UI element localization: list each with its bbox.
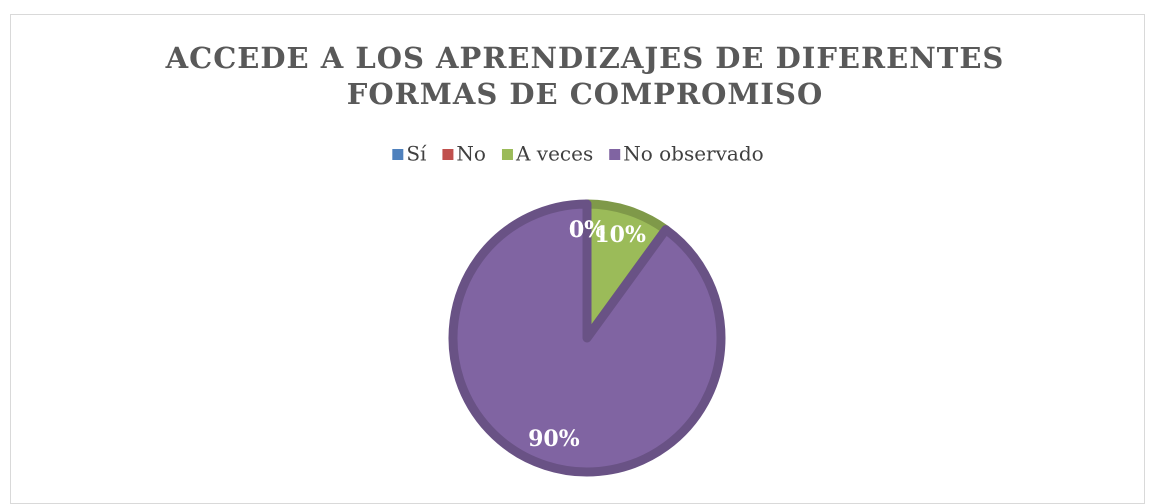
legend-swatch xyxy=(392,149,404,160)
legend-label: A veces xyxy=(515,142,593,166)
legend-swatch xyxy=(442,149,454,160)
legend-swatch xyxy=(609,149,621,160)
legend-swatch xyxy=(501,149,513,160)
data-label: 0% xyxy=(569,217,605,243)
legend-label: Sí xyxy=(406,142,427,166)
data-label: 10% xyxy=(594,222,646,248)
legend-label: No observado xyxy=(623,142,763,166)
chart-title: ACCEDE A LOS APRENDIZAJES DE DIFERENTES … xyxy=(165,41,1005,111)
data-label: 90% xyxy=(528,426,580,452)
pie-slice xyxy=(448,199,726,477)
data-label: 0% xyxy=(569,217,605,243)
legend-label: No xyxy=(456,142,486,166)
